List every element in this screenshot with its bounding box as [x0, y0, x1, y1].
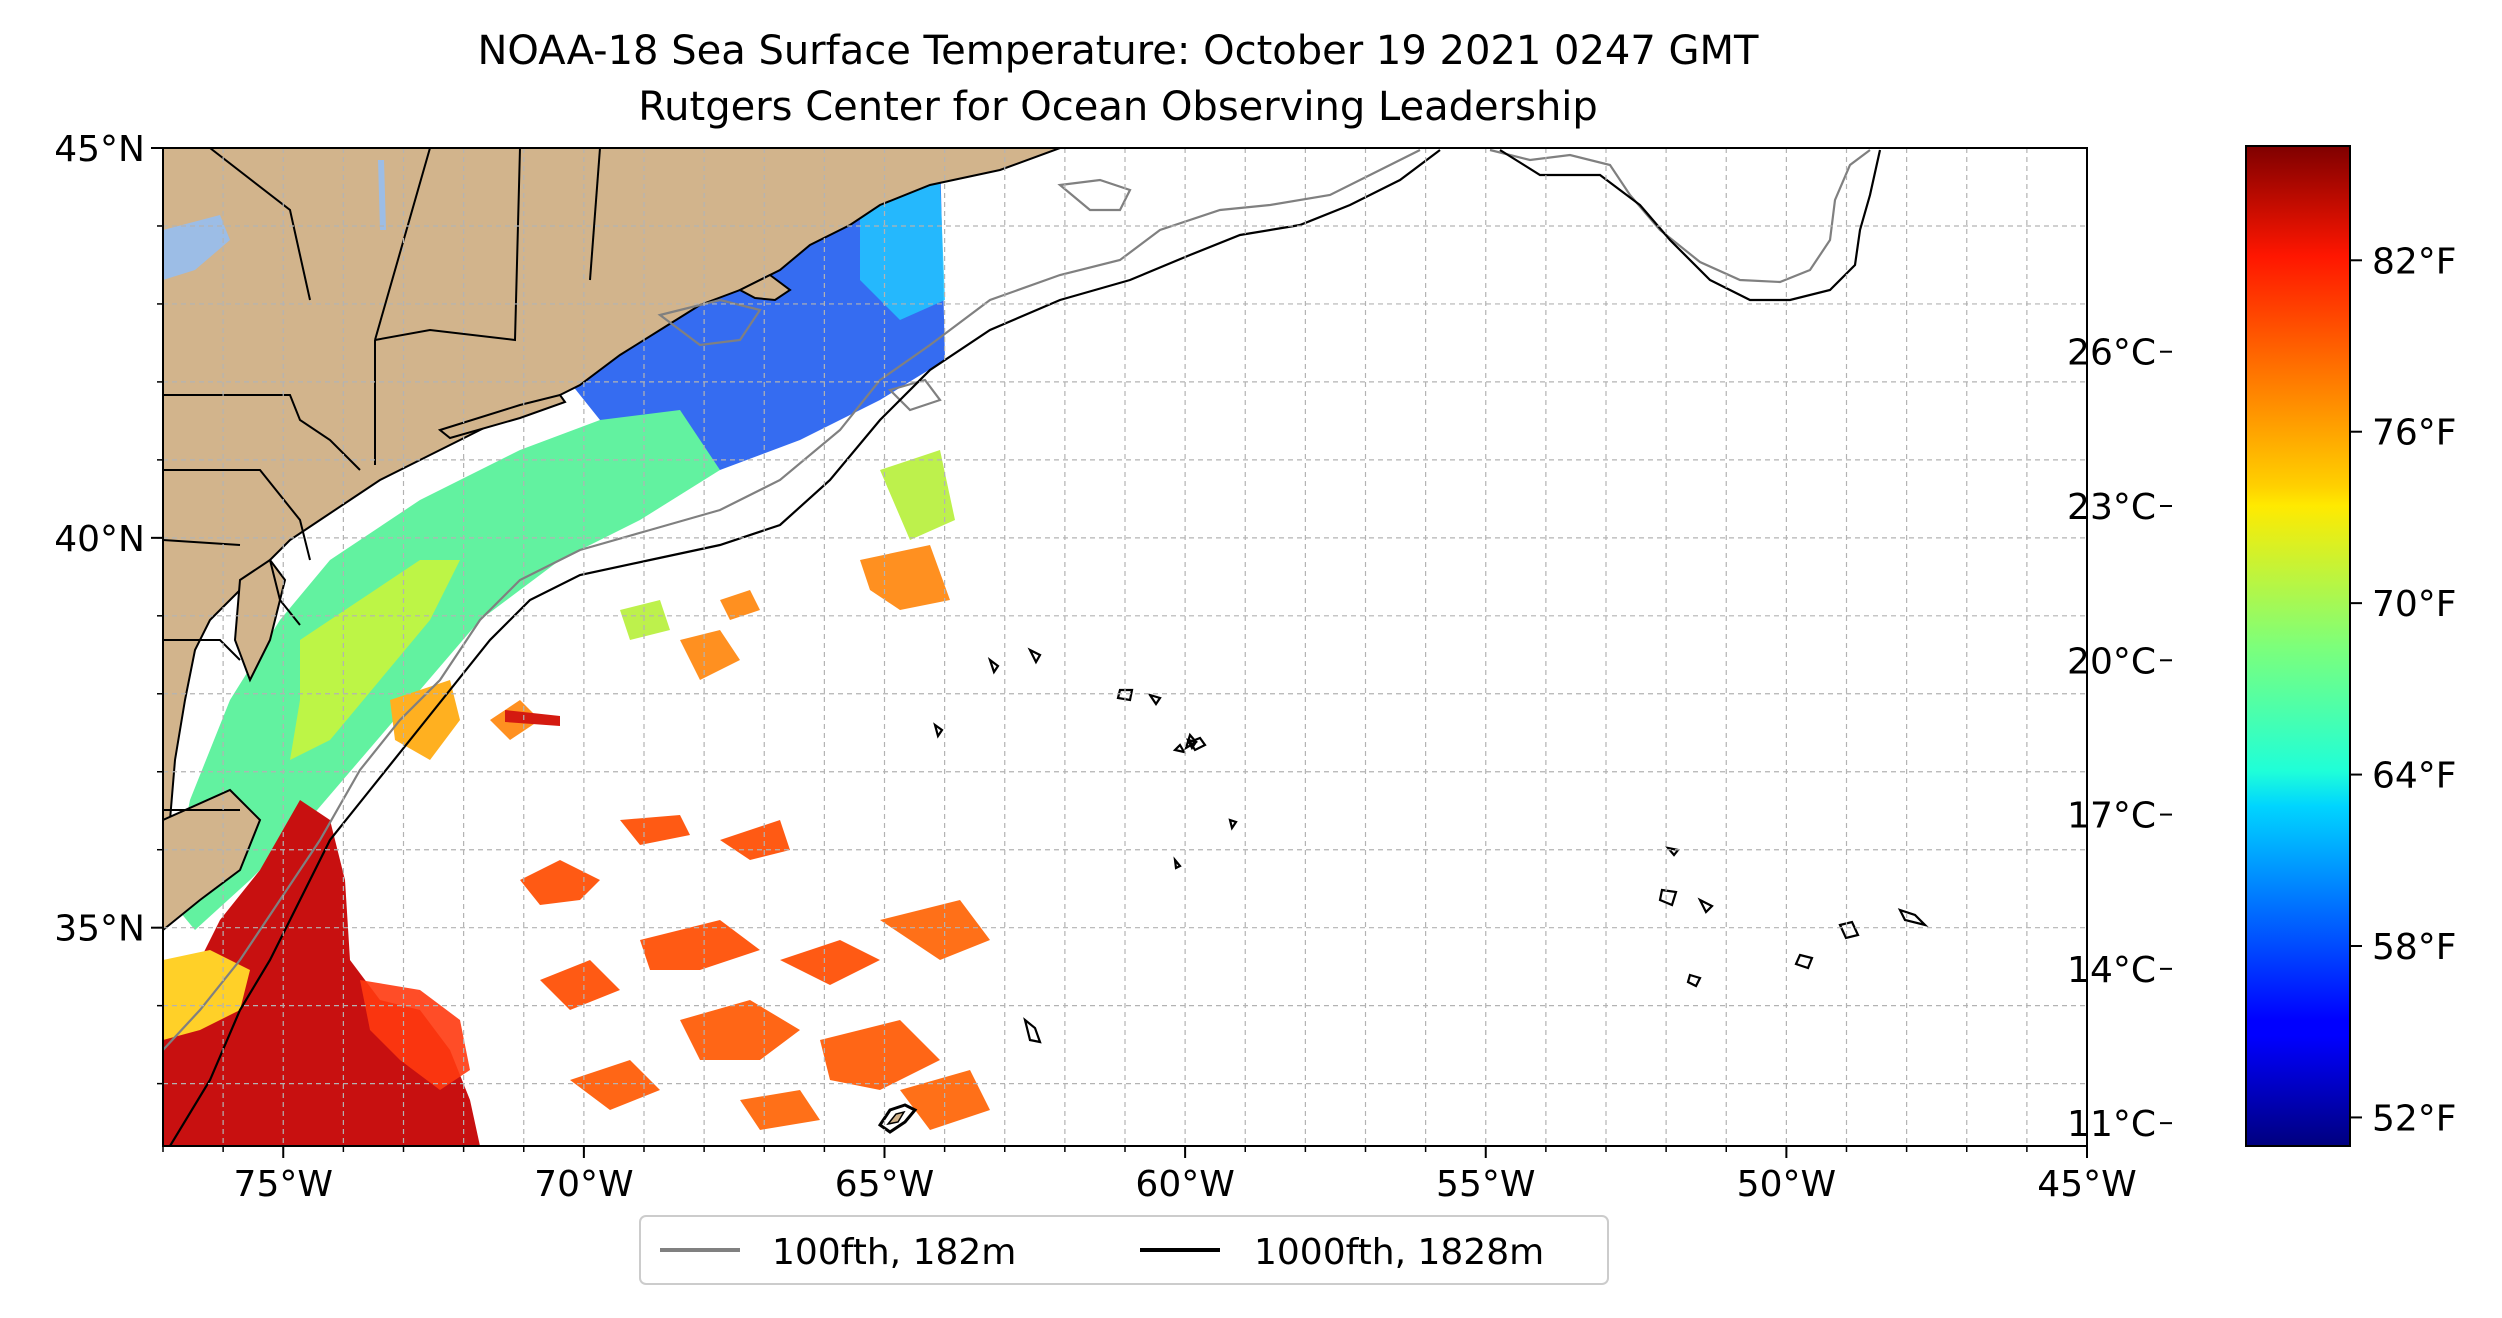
colorbar-f-label: 58°F — [2372, 927, 2457, 968]
isobath-100fth — [163, 148, 1871, 1051]
x-tick-label: 50°W — [1737, 1164, 1836, 1205]
seamount-1 — [1116, 688, 1134, 702]
legend-box — [639, 1215, 1609, 1285]
state-borders — [163, 148, 601, 811]
land-mainland — [163, 148, 1061, 881]
land-cape-cod — [737, 273, 792, 302]
y-axis: 45°N 40°N 35°N — [54, 129, 163, 1085]
seamount-7 — [1658, 888, 1678, 907]
seamount-3 — [1172, 743, 1187, 754]
x-axis: 75°W 70°W 65°W 60°W 55°W 50°W 45°W — [162, 1146, 2137, 1205]
sst-yellow-shelf — [290, 560, 460, 760]
title-line1: NOAA-18 Sea Surface Temperature: October… — [478, 28, 1760, 74]
y-tick-label: 40°N — [54, 519, 145, 560]
sst-green-scatter — [620, 450, 955, 640]
colorbar-gradient — [2245, 145, 2351, 1147]
sst-red-streak — [505, 710, 560, 726]
colorbar-f-label: 52°F — [2372, 1098, 2457, 1139]
x-tick-label: 65°W — [835, 1164, 934, 1205]
sst-orange-scatter — [490, 545, 950, 740]
seamount-5 — [1188, 736, 1207, 752]
bermuda-island — [886, 1110, 906, 1126]
isobath-1000fth — [169, 149, 1929, 1146]
seamount-2 — [1147, 693, 1162, 706]
colorbar-c-label: 11°C — [2067, 1104, 2156, 1145]
sst-orange-band-4 — [740, 900, 990, 1130]
bermuda-outline — [877, 1103, 918, 1134]
colorbar-c-label: 26°C — [2067, 333, 2156, 374]
seamount-13 — [1027, 647, 1042, 665]
seamount-15 — [1184, 732, 1198, 751]
seamount-8 — [1697, 897, 1714, 914]
sst-orange-band-3 — [570, 1000, 940, 1110]
seamount-6 — [1665, 846, 1680, 857]
colorbar-fahrenheit-axis: 52°F 58°F 64°F 70°F 76°F 82°F — [2350, 241, 2457, 1139]
x-tick-label: 70°W — [534, 1164, 633, 1205]
x-tick-label: 75°W — [234, 1164, 333, 1205]
x-tick-label: 45°W — [2037, 1164, 2136, 1205]
sst-swath — [163, 150, 990, 1146]
legend-label-100fth: 100fth, 182m — [772, 1232, 1016, 1273]
lake-ontario-edge — [163, 215, 230, 280]
seamount-16 — [933, 722, 944, 739]
seamount-9 — [1838, 920, 1860, 940]
seamount-18 — [1173, 856, 1182, 870]
legend-label-1000fth: 1000fth, 1828m — [1254, 1232, 1544, 1273]
colorbar-c-label: 17°C — [2067, 796, 2156, 837]
land-outer-banks — [163, 788, 262, 932]
title-line2: Rutgers Center for Ocean Observing Leade… — [638, 84, 1598, 130]
land-long-island — [437, 393, 567, 440]
y-tick-label: 45°N — [54, 129, 145, 170]
x-tick-label: 60°W — [1135, 1164, 1234, 1205]
seamount-10 — [1794, 953, 1814, 970]
colorbar-f-label: 70°F — [2372, 584, 2457, 625]
map-panel: 75°W 70°W 65°W 60°W 55°W 50°W 45°W 45°N 40°N 35°… — [54, 129, 2136, 1205]
colorbar-f-label: 64°F — [2372, 756, 2457, 797]
sst-orange-band-2 — [540, 920, 880, 1010]
seamount-11 — [1686, 973, 1702, 988]
lake-champlain — [378, 160, 386, 230]
seamount-14 — [987, 657, 1000, 675]
sst-gulf-stream-orange — [360, 980, 470, 1090]
colorbar-celsius-axis: 11°C 14°C 17°C 20°C 23°C 26°C — [2067, 333, 2172, 1145]
seamount-12 — [1897, 908, 1929, 928]
sst-green-shelf — [170, 410, 720, 930]
sst-orange-band-1 — [520, 815, 790, 905]
colorbar-c-label: 14°C — [2067, 950, 2156, 991]
seamount-19 — [1228, 818, 1238, 831]
colorbar-f-label: 82°F — [2372, 241, 2457, 282]
legend: 100fth, 182m 1000fth, 1828m — [639, 1215, 1609, 1285]
y-tick-label: 35°N — [54, 909, 145, 950]
colorbar-c-label: 20°C — [2067, 641, 2156, 682]
seamount-17 — [1023, 1017, 1042, 1044]
colorbar-c-label: 23°C — [2067, 487, 2156, 528]
x-tick-label: 55°W — [1436, 1164, 1535, 1205]
colorbar-f-label: 76°F — [2372, 413, 2457, 454]
sst-yellow-cape-hatteras — [163, 950, 250, 1040]
colorbar: 52°F 58°F 64°F 70°F 76°F 82°F 11°C 14°C 17°C 20°… — [2067, 145, 2457, 1147]
